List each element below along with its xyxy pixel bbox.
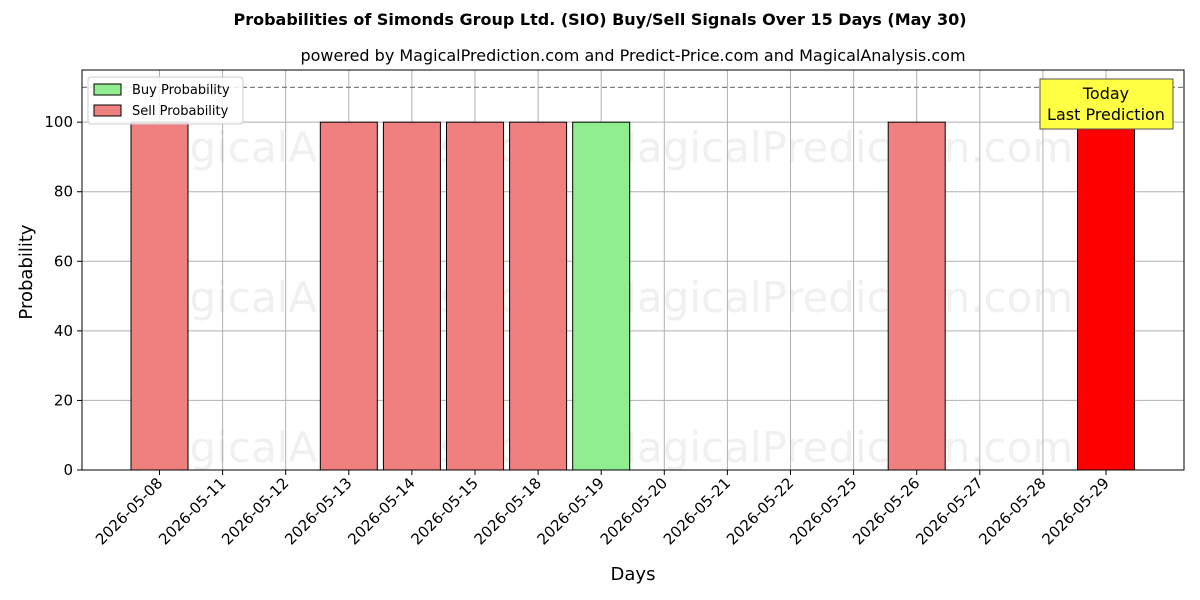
legend: Buy Probability Sell Probability	[87, 76, 244, 125]
legend-swatch	[93, 104, 122, 117]
annotation-line1: Today	[1082, 84, 1129, 103]
x-tick-label: 2026-05-25	[786, 474, 860, 548]
legend-label: Buy Probability	[132, 83, 230, 98]
x-tick-label: 2026-05-11	[155, 474, 229, 548]
bar-sell-probability	[887, 121, 946, 471]
annotation-line2: Last Prediction	[1047, 105, 1165, 124]
bar-sell-probability	[319, 121, 378, 471]
today-annotation: Today Last Prediction	[1039, 78, 1174, 130]
chart-title: Probabilities of Simonds Group Ltd. (SIO…	[233, 10, 967, 29]
x-tick-label: 2026-05-28	[975, 474, 1049, 548]
x-tick-label: 2026-05-14	[344, 474, 418, 548]
y-tick-label: 80	[54, 183, 73, 201]
bar-today	[1077, 121, 1135, 471]
y-axis-ticks: 0 20 40 60 80 100	[44, 113, 82, 479]
y-tick-label: 40	[54, 322, 73, 340]
bar-sell-probability	[446, 121, 504, 471]
x-tick-label: 2026-05-27	[912, 474, 986, 548]
y-tick-label: 60	[54, 252, 73, 270]
x-tick-label: 2026-05-29	[1038, 474, 1112, 548]
x-axis-ticks: 2026-05-082026-05-112026-05-122026-05-13…	[92, 470, 1113, 548]
x-tick-label: 2026-05-08	[92, 474, 166, 548]
bar-sell-probability	[130, 121, 189, 471]
x-tick-label: 2026-05-18	[471, 474, 545, 548]
watermark-text: MagicalPrediction.com	[601, 123, 1074, 172]
x-tick-label: 2026-05-15	[407, 474, 481, 548]
x-tick-label: 2026-05-19	[534, 474, 608, 548]
watermark-text: MagicalPrediction.com	[601, 273, 1074, 322]
x-tick-label: 2026-05-26	[849, 474, 923, 548]
legend-box	[87, 76, 244, 125]
chart-subtitle: powered by MagicalPrediction.com and Pre…	[300, 46, 966, 65]
x-tick-label: 2026-05-21	[660, 474, 734, 548]
bar-sell-probability	[382, 121, 441, 471]
legend-swatch	[93, 83, 122, 96]
x-tick-label: 2026-05-13	[281, 474, 355, 548]
legend-label: Sell Probability	[132, 104, 229, 119]
annotation-box	[1039, 78, 1174, 130]
watermark-text: MagicalPrediction.com	[601, 423, 1074, 472]
bar-sell-probability	[509, 121, 568, 471]
x-tick-label: 2026-05-20	[597, 474, 671, 548]
y-axis-label: Probability	[16, 224, 37, 319]
plot-frame	[81, 69, 1185, 471]
bar-buy-probability	[572, 121, 631, 471]
y-tick-label: 100	[44, 113, 73, 131]
x-axis-label: Days	[611, 564, 656, 585]
y-tick-label: 0	[63, 461, 73, 479]
bars-layer	[130, 121, 1135, 471]
x-tick-label: 2026-05-12	[218, 474, 292, 548]
x-tick-label: 2026-05-22	[723, 474, 797, 548]
y-tick-label: 20	[54, 391, 73, 409]
